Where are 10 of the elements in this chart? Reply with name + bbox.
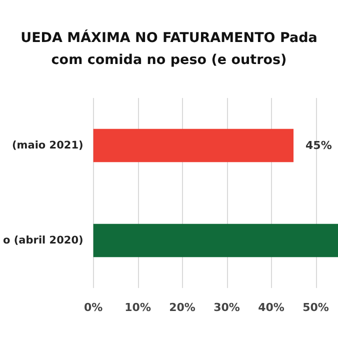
x-tick-label: 0% bbox=[84, 301, 103, 314]
x-tick-label: 50% bbox=[302, 301, 329, 314]
chart-title: UEDA MÁXIMA NO FATURAMENTO Pada com comida no peso (e outros) bbox=[20, 29, 318, 68]
data-label: 45% bbox=[306, 139, 332, 152]
x-tick-label: 40% bbox=[258, 301, 284, 314]
x-tick-label: 30% bbox=[214, 301, 240, 314]
y-tick-label: (maio 2021) bbox=[12, 140, 84, 152]
x-tick-label: 20% bbox=[169, 301, 196, 314]
y-tick-label: o (abril 2020) bbox=[2, 234, 84, 246]
x-tick-label: 10% bbox=[124, 301, 151, 314]
